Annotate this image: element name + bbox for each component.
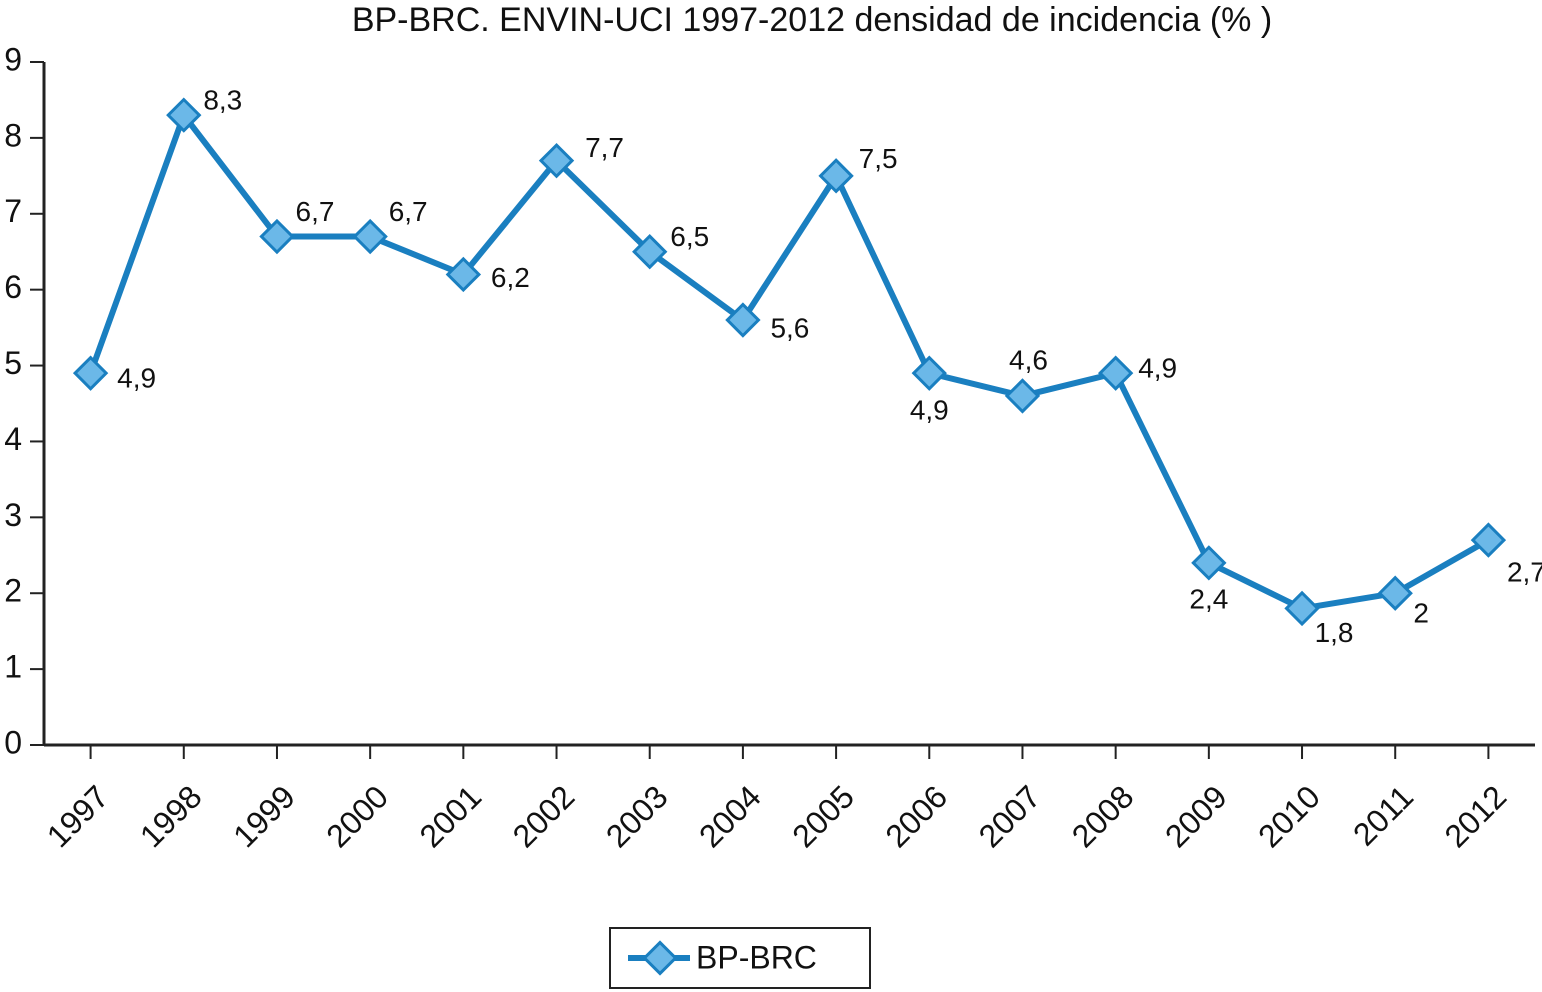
value-label: 8,3 xyxy=(203,85,242,116)
data-point xyxy=(259,218,295,255)
x-tick-label: 2009 xyxy=(1158,778,1234,854)
value-label: 7,5 xyxy=(859,143,898,174)
y-tick-label: 9 xyxy=(4,41,22,77)
value-label: 1,8 xyxy=(1315,617,1354,648)
data-point xyxy=(1470,522,1507,558)
value-label: 2,4 xyxy=(1189,583,1228,614)
value-label: 2 xyxy=(1413,598,1429,629)
data-point xyxy=(632,234,668,270)
y-tick-label: 1 xyxy=(4,649,22,685)
legend-label: BP-BRC xyxy=(696,939,817,975)
data-point xyxy=(725,302,761,338)
x-tick-label: 1999 xyxy=(226,778,302,854)
x-tick-label: 1997 xyxy=(40,778,116,854)
data-point xyxy=(1377,575,1413,611)
value-label: 6,7 xyxy=(389,196,428,227)
value-label: 4,9 xyxy=(117,363,156,394)
x-tick-label: 2001 xyxy=(412,778,488,854)
data-point xyxy=(818,158,854,194)
y-tick-label: 7 xyxy=(4,193,22,229)
x-tick-label: 2012 xyxy=(1438,778,1514,854)
y-tick-label: 0 xyxy=(4,724,22,760)
x-tick-label: 2008 xyxy=(1065,778,1141,854)
data-point xyxy=(166,97,202,133)
data-point xyxy=(445,256,482,293)
value-label: 2,7 xyxy=(1507,556,1542,587)
value-label: 6,7 xyxy=(296,196,335,227)
x-tick-label: 2002 xyxy=(506,778,582,854)
chart-title: BP-BRC. ENVIN-UCI 1997-2012 densidad de … xyxy=(352,1,1272,39)
data-point xyxy=(538,142,575,179)
y-tick-label: 2 xyxy=(4,573,22,609)
data-point xyxy=(911,355,947,391)
data-point xyxy=(1097,355,1134,391)
data-point xyxy=(352,218,388,255)
x-tick-label: 2004 xyxy=(692,778,768,854)
x-tick-label: 2011 xyxy=(1346,778,1420,852)
value-label: 5,6 xyxy=(770,312,809,343)
x-tick-label: 2007 xyxy=(972,778,1048,854)
y-tick-label: 8 xyxy=(4,117,22,153)
series-line xyxy=(87,112,1490,612)
value-label: 6,2 xyxy=(491,262,530,293)
value-label: 6,5 xyxy=(670,221,709,252)
data-point xyxy=(1191,545,1227,581)
x-tick-label: 2010 xyxy=(1251,778,1327,854)
y-tick-label: 5 xyxy=(4,345,22,381)
x-tick-label: 2000 xyxy=(319,778,395,854)
x-tick-label: 1998 xyxy=(133,778,209,854)
y-tick-label: 6 xyxy=(4,269,22,305)
data-point xyxy=(72,355,109,391)
y-tick-label: 4 xyxy=(4,421,22,457)
data-point xyxy=(1284,590,1320,627)
x-tick-label: 2006 xyxy=(878,778,954,854)
legend-marker xyxy=(642,940,678,976)
value-label: 4,6 xyxy=(1009,344,1048,375)
y-tick-label: 3 xyxy=(4,497,22,533)
value-label: 4,9 xyxy=(1138,353,1177,384)
value-label: 7,7 xyxy=(585,132,624,163)
x-tick-label: 2005 xyxy=(785,778,861,854)
data-point xyxy=(1004,378,1041,414)
value-label: 4,9 xyxy=(910,395,949,426)
x-tick-label: 2003 xyxy=(599,778,675,854)
